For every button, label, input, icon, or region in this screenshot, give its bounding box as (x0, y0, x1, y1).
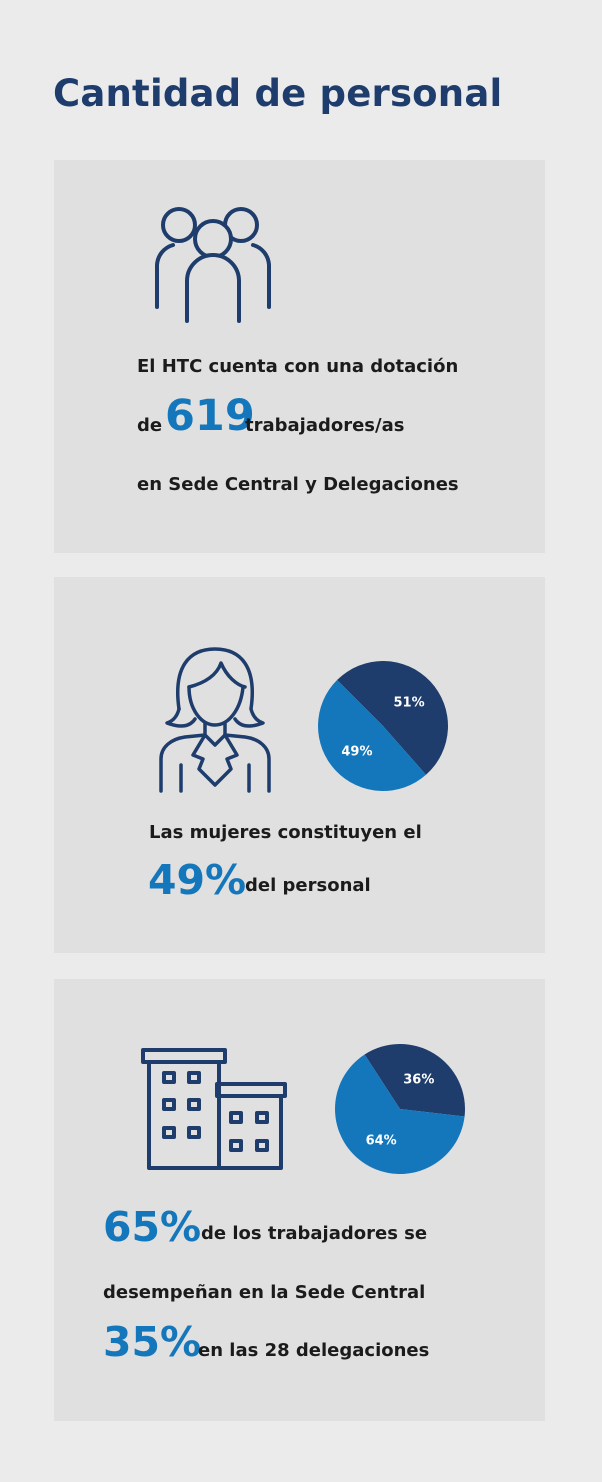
central-line-2: desempeñan en la Sede Central (103, 1282, 426, 1303)
pie-slice-1 (364, 1044, 465, 1117)
building-icon (141, 1048, 287, 1170)
location-share-card: 36% 64% 65% de los trabajadores se desemp… (54, 979, 545, 1421)
pie-slice-1 (337, 660, 449, 775)
staff-line-3: en Sede Central y Delegaciones (137, 474, 459, 495)
staff-count-number: 619 (165, 391, 255, 441)
staff-count-card: El HTC cuenta con una dotación de 619 tr… (54, 160, 545, 553)
women-line-2-suffix: del personal (245, 875, 371, 896)
staff-line-2-prefix: de (137, 415, 163, 436)
delegations-line-suffix: en las 28 delegaciones (198, 1340, 430, 1361)
delegations-percentage: 35% (103, 1318, 202, 1366)
women-percentage: 49% (148, 856, 247, 904)
women-pie-chart: 51% 49% (318, 660, 449, 791)
pie-slice-label-2: 49% (341, 744, 372, 759)
woman-icon (159, 647, 271, 793)
staff-line-2-suffix: trabajadores/as (245, 415, 405, 436)
pie-slice-label-1: 51% (393, 696, 424, 711)
women-line-1: Las mujeres constituyen el (149, 822, 422, 843)
group-people-icon (155, 207, 271, 323)
women-share-card: 51% 49% Las mujeres constituyen el 49% de… (54, 577, 545, 953)
staff-line-1: El HTC cuenta con una dotación (137, 356, 459, 377)
pie-slice-2 (335, 1054, 465, 1174)
central-line-1-suffix: de los trabajadores se (201, 1223, 428, 1244)
pie-slice-2 (318, 680, 426, 791)
page-title: Cantidad de personal (53, 72, 503, 115)
location-pie-chart: 36% 64% (335, 1044, 465, 1174)
pie-slice-label-1: 36% (403, 1073, 434, 1088)
pie-slice-label-2: 64% (366, 1133, 397, 1148)
central-percentage: 65% (103, 1203, 202, 1251)
